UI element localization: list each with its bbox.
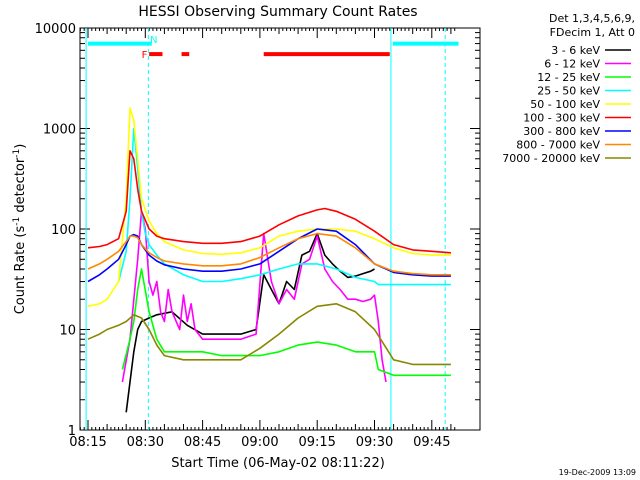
y-tick-label: 10000	[35, 22, 76, 37]
legend-entry-label: 6 - 12 keV	[544, 58, 600, 71]
series-line	[121, 268, 451, 377]
x-tick-label: 09:15	[298, 435, 335, 450]
y-tick-label: 10	[59, 324, 76, 339]
y-axis-label-part2: detector	[13, 157, 28, 217]
y-tick-label: 100	[51, 223, 76, 238]
series-line	[87, 232, 451, 276]
y-axis-label-part3: )	[13, 144, 28, 149]
series-line	[87, 150, 451, 254]
legend-entry-label: 50 - 100 keV	[530, 98, 600, 111]
annotation-label: N	[150, 35, 157, 46]
x-axis-label: Start Time (06-May-02 08:11:22)	[171, 456, 385, 471]
legend-entry-label: 800 - 7000 keV	[516, 139, 600, 152]
y-axis-label: Count Rate (s-1 detector-1)	[12, 144, 28, 315]
series-line	[117, 127, 451, 286]
x-tick-label: 09:30	[356, 435, 393, 450]
x-axis: 08:15 08:30 08:45 09:00 09:15 09:30 09:45	[69, 28, 456, 450]
series-line	[87, 107, 451, 308]
annotation-label: F	[142, 50, 148, 61]
series-line	[125, 232, 375, 413]
legend-entry-label: 25 - 50 keV	[537, 85, 600, 98]
x-tick-label: 08:30	[127, 435, 164, 450]
legend: Det 1,3,4,5,6,9, FDecim 1, Att 0 3 - 6 k…	[502, 12, 635, 165]
legend-entry-label: 3 - 6 keV	[551, 44, 600, 57]
series-line	[121, 210, 387, 383]
observing-markers	[85, 28, 459, 430]
x-tick-label: 09:00	[241, 435, 278, 450]
date-stamp: 19-Dec-2009 13:09	[559, 468, 636, 477]
legend-entry-label: 100 - 300 keV	[523, 112, 600, 125]
y-axis: 1 10 100 1000 10000	[35, 22, 480, 439]
legend-entry-label: 7000 - 20000 keV	[502, 152, 600, 165]
legend-entry-label: 12 - 25 keV	[537, 71, 600, 84]
series-line	[87, 303, 451, 366]
legend-header-line2: FDecim 1, Att 0	[550, 26, 635, 39]
x-tick-label: 09:45	[413, 435, 450, 450]
x-tick-label: 08:45	[184, 435, 221, 450]
y-tick-label: 1	[68, 424, 76, 439]
y-axis-label-sup2: -1	[12, 149, 22, 158]
y-axis-label-part1: Count Rate (s	[13, 226, 28, 315]
chart-title: HESSI Observing Summary Count Rates	[138, 4, 417, 20]
y-tick-label: 1000	[43, 123, 76, 138]
series-line	[87, 228, 451, 283]
legend-entry-label: 300 - 800 keV	[523, 125, 600, 138]
x-tick-label: 08:15	[69, 435, 106, 450]
series-lines	[87, 107, 451, 413]
y-axis-label-sup1: -1	[12, 217, 22, 226]
legend-header-line1: Det 1,3,4,5,6,9,	[549, 12, 635, 25]
annotations: NF	[142, 35, 158, 61]
